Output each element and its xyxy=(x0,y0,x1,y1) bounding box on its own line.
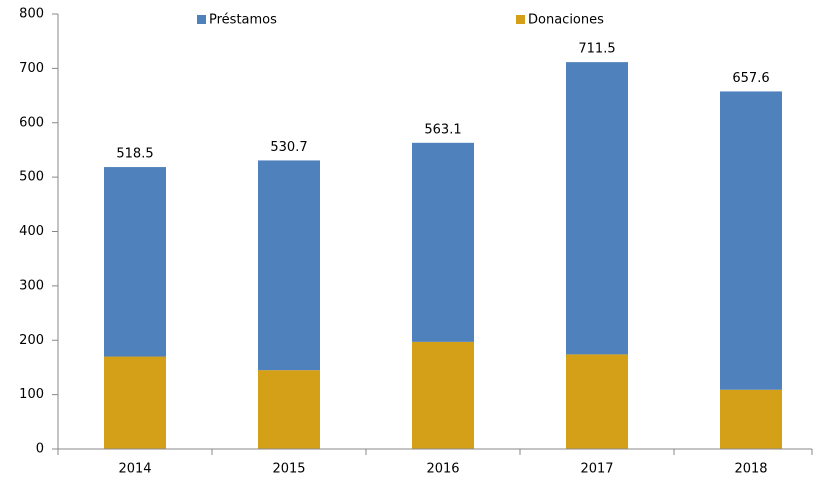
y-tick-label: 800 xyxy=(19,7,44,22)
y-tick-label: 100 xyxy=(19,387,44,402)
y-tick-label: 700 xyxy=(19,61,44,76)
total-label: 563.1 xyxy=(424,122,461,137)
bar-segment xyxy=(104,356,166,449)
y-tick-label: 200 xyxy=(19,333,44,348)
x-tick-label: 2015 xyxy=(272,462,305,477)
y-tick-label: 600 xyxy=(19,115,44,130)
legend-label: Préstamos xyxy=(209,13,277,28)
y-tick-label: 300 xyxy=(19,278,44,293)
legend-swatch xyxy=(197,15,206,24)
bar-segment xyxy=(258,370,320,449)
total-label: 657.6 xyxy=(732,71,769,86)
bar-segment xyxy=(412,341,474,449)
x-tick-label: 2017 xyxy=(580,462,613,477)
bar-segment xyxy=(566,62,628,355)
bar-segment xyxy=(258,160,320,371)
bar-segment xyxy=(566,354,628,449)
total-label: 530.7 xyxy=(270,140,307,155)
y-tick-label: 400 xyxy=(19,224,44,239)
bar-segment xyxy=(104,167,166,357)
bar-segment xyxy=(412,142,474,342)
legend-label: Donaciones xyxy=(528,13,604,28)
legend-swatch xyxy=(516,15,525,24)
bar-segment xyxy=(720,389,782,449)
x-tick-label: 2014 xyxy=(118,462,151,477)
y-tick-label: 500 xyxy=(19,170,44,185)
total-label: 518.5 xyxy=(116,147,153,162)
bar-segment xyxy=(720,91,782,390)
y-tick-label: 0 xyxy=(36,442,44,457)
total-label: 711.5 xyxy=(578,42,615,57)
x-tick-label: 2018 xyxy=(734,462,767,477)
x-tick-label: 2016 xyxy=(426,462,459,477)
